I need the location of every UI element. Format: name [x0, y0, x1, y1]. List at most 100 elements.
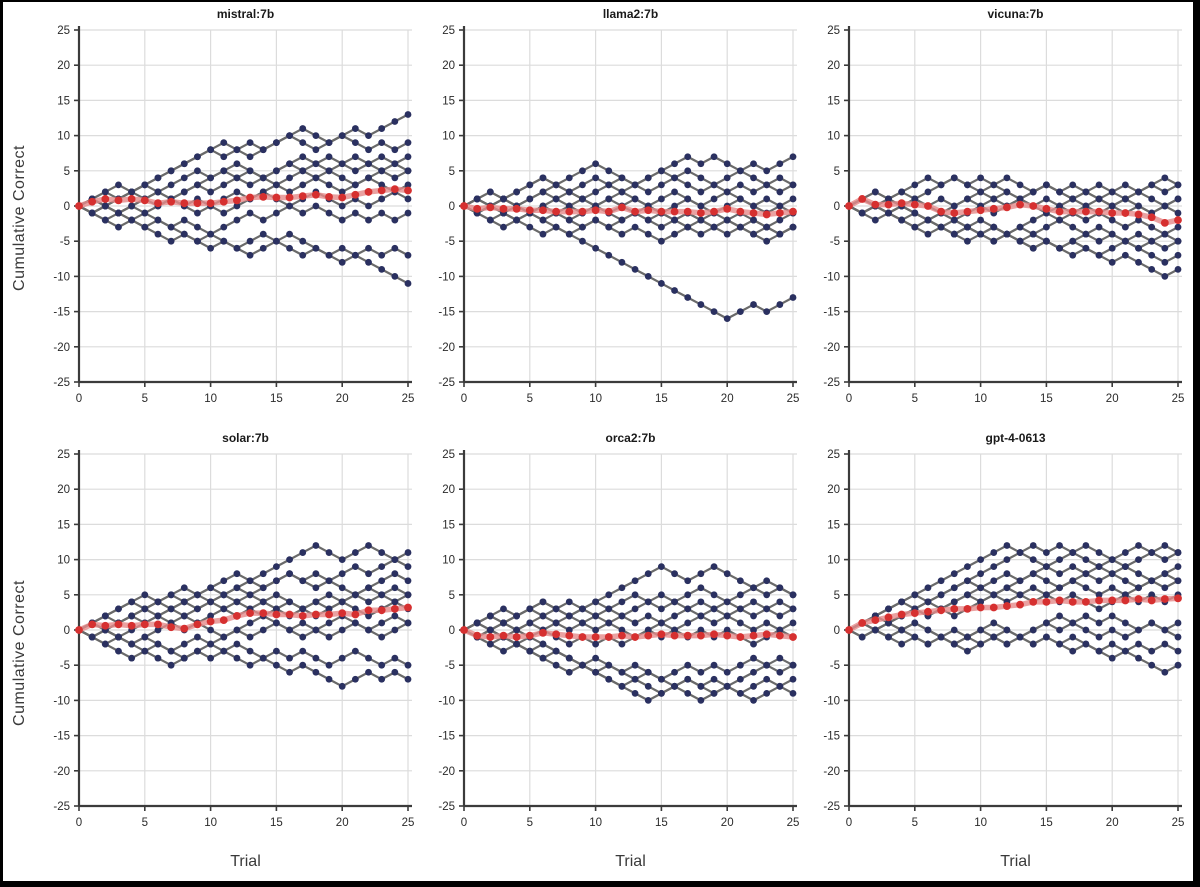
run-marker — [1148, 223, 1156, 231]
run-marker — [1135, 230, 1142, 238]
mean-marker — [351, 610, 360, 619]
mean-marker — [539, 206, 547, 215]
run-marker — [631, 181, 639, 189]
run-marker — [167, 647, 175, 655]
run-marker — [486, 640, 494, 648]
subplot-plot-area: 25 20 15 10 5 0 -5 -10 -15 -20 -25 0 5 10 15 20 25 — [438, 25, 799, 405]
run-marker — [671, 216, 678, 224]
run-marker — [1043, 223, 1050, 231]
mean-marker — [1055, 596, 1064, 605]
run-marker — [378, 633, 386, 641]
run-marker — [128, 598, 136, 606]
run-marker — [194, 633, 201, 641]
run-marker — [365, 216, 372, 224]
run-marker — [898, 216, 906, 224]
run-marker — [710, 661, 718, 669]
run-marker — [565, 598, 573, 606]
run-marker — [378, 167, 386, 175]
run-marker — [486, 612, 494, 620]
run-marker — [911, 181, 919, 189]
run-marker — [671, 682, 678, 690]
run-marker — [697, 598, 705, 606]
run-marker — [391, 216, 399, 224]
run-marker — [1095, 549, 1103, 556]
run-marker — [924, 626, 932, 634]
mean-marker — [114, 620, 123, 629]
run-marker — [658, 689, 665, 697]
run-marker — [750, 668, 757, 676]
run-marker — [246, 577, 254, 585]
run-marker — [977, 188, 984, 196]
run-marker — [618, 640, 626, 648]
y-tick-label: 10 — [442, 131, 455, 143]
run-marker — [789, 181, 797, 189]
mean-marker — [525, 206, 534, 215]
run-marker — [618, 584, 626, 592]
mean-marker — [1174, 594, 1182, 603]
run-marker — [378, 139, 386, 147]
run-marker — [404, 167, 412, 175]
run-marker — [526, 647, 534, 655]
run-marker — [338, 584, 346, 592]
run-marker — [404, 209, 412, 217]
run-marker — [1174, 237, 1182, 245]
mean-marker — [390, 604, 399, 613]
run-marker — [246, 153, 254, 161]
y-tick-label: 0 — [834, 201, 840, 213]
run-marker — [763, 591, 771, 599]
run-marker — [977, 216, 984, 224]
run-marker — [1161, 244, 1169, 252]
run-marker — [154, 598, 162, 606]
run-marker — [539, 598, 547, 606]
run-marker — [750, 640, 757, 648]
run-marker — [1174, 549, 1182, 556]
run-marker — [128, 188, 136, 196]
run-marker — [776, 174, 784, 182]
run-marker — [365, 202, 372, 210]
run-marker — [710, 563, 718, 571]
run-marker — [964, 237, 971, 245]
run-marker — [1003, 626, 1011, 634]
y-tick-label: -5 — [445, 660, 455, 672]
run-marker — [1029, 570, 1037, 578]
x-tick-label: 15 — [655, 817, 668, 829]
mean-marker — [845, 626, 853, 634]
run-marker — [1043, 577, 1050, 585]
run-marker — [404, 153, 412, 161]
run-marker — [937, 223, 945, 231]
run-marker — [351, 675, 359, 683]
run-marker — [351, 591, 359, 599]
run-marker — [299, 153, 307, 161]
run-marker — [763, 577, 771, 585]
run-marker — [325, 661, 333, 669]
run-marker — [977, 570, 984, 578]
y-tick-label: 15 — [827, 95, 840, 107]
y-tick-label: 20 — [442, 484, 455, 496]
run-marker — [858, 633, 866, 641]
y-tick-label: 15 — [57, 519, 70, 531]
mean-marker — [644, 206, 653, 215]
run-marker — [312, 626, 320, 634]
mean-marker — [1147, 213, 1156, 222]
run-marker — [128, 612, 136, 620]
mean-marker — [285, 193, 294, 202]
run-marker — [631, 689, 639, 697]
run-marker — [1108, 584, 1116, 592]
run-marker — [338, 216, 346, 224]
run-marker — [750, 626, 757, 634]
run-marker — [391, 146, 399, 154]
run-marker — [312, 598, 320, 606]
mean-marker — [167, 197, 176, 206]
run-marker — [1135, 626, 1142, 634]
x-axis-label: Trial — [1000, 853, 1031, 870]
x-axis-label: Trial — [230, 853, 261, 870]
run-marker — [1174, 661, 1182, 669]
x-tick-label: 5 — [142, 393, 148, 405]
run-marker — [338, 160, 346, 168]
run-marker — [1095, 223, 1103, 231]
run-marker — [101, 216, 109, 224]
run-marker — [723, 598, 731, 606]
run-marker — [1003, 188, 1011, 196]
x-tick-label: 10 — [974, 393, 987, 405]
run-marker — [1082, 188, 1090, 196]
